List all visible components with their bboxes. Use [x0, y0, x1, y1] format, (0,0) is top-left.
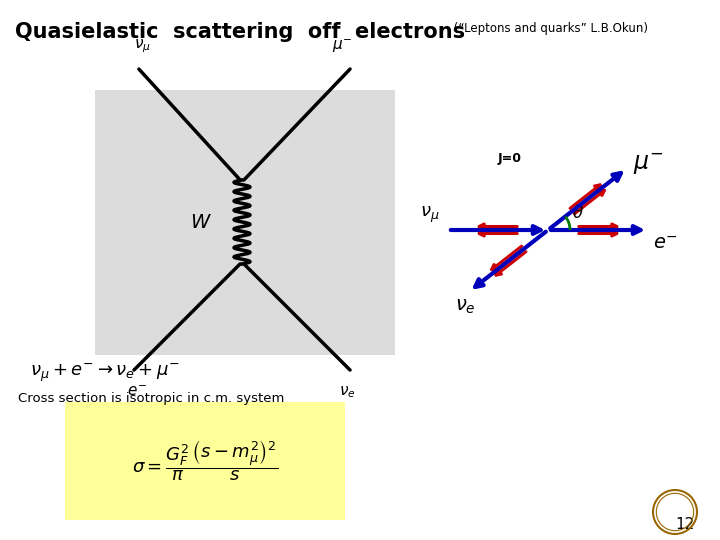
- Text: (“Leptons and quarks” L.B.Okun): (“Leptons and quarks” L.B.Okun): [450, 22, 648, 35]
- Text: $\nu_{e}$: $\nu_{e}$: [338, 384, 355, 400]
- Text: $\nu_{\mu}$: $\nu_{\mu}$: [420, 205, 440, 225]
- Bar: [65, 402, 345, 520]
- Text: $\nu_{\mu}+e^{-}\rightarrow\nu_{e}+\mu^{-}$: $\nu_{\mu}+e^{-}\rightarrow\nu_{e}+\mu^{…: [30, 362, 179, 384]
- Text: $\nu_{\mu}$: $\nu_{\mu}$: [134, 37, 150, 55]
- Text: $e^{-}$: $e^{-}$: [653, 234, 678, 253]
- Text: $\mu^{-}$: $\mu^{-}$: [633, 152, 663, 177]
- Bar: [95, 90, 395, 355]
- Text: $\nu_{e}$: $\nu_{e}$: [455, 296, 475, 315]
- Text: 12: 12: [676, 517, 695, 532]
- Text: Quasielastic  scattering  off  electrons: Quasielastic scattering off electrons: [15, 22, 465, 42]
- Text: $\theta$: $\theta$: [572, 204, 584, 222]
- Text: $\sigma = \dfrac{G_F^2}{\pi}\dfrac{\left(s - m_{\mu}^2\right)^2}{s}$: $\sigma = \dfrac{G_F^2}{\pi}\dfrac{\left…: [132, 438, 278, 483]
- Text: Cross section is isotropic in c.m. system: Cross section is isotropic in c.m. syste…: [18, 392, 284, 405]
- Text: J=0: J=0: [498, 152, 522, 165]
- Text: $W$: $W$: [190, 213, 212, 232]
- Text: $\mu^{-}$: $\mu^{-}$: [332, 37, 352, 55]
- Text: $e^{-}$: $e^{-}$: [127, 384, 147, 399]
